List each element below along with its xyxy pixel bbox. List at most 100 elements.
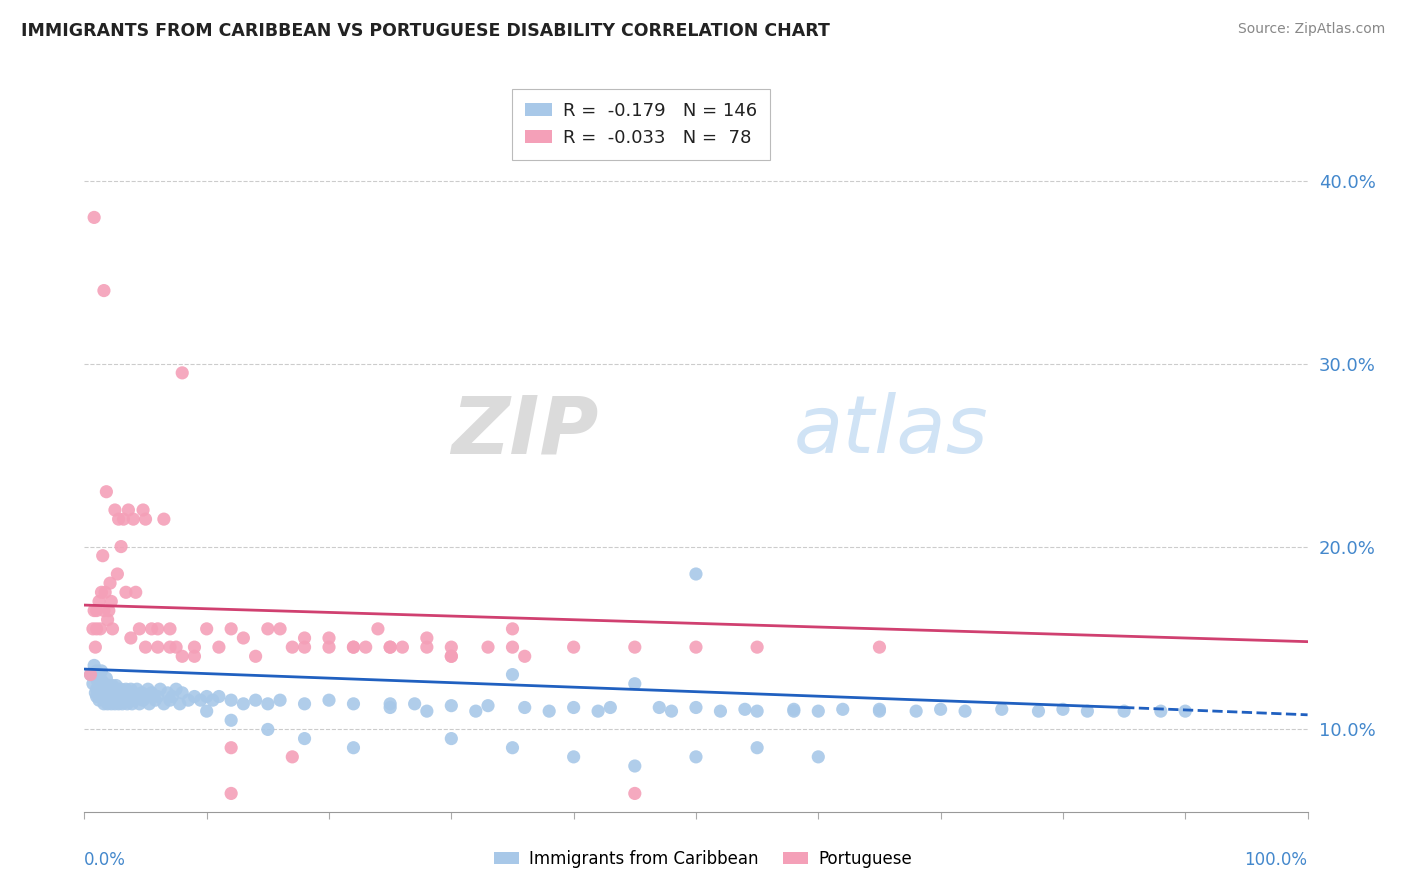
- Point: [502, 622, 524, 636]
- Point: [685, 700, 707, 714]
- Point: [440, 649, 463, 664]
- Point: [257, 723, 280, 737]
- Point: [156, 686, 179, 700]
- Point: [82, 676, 104, 690]
- Point: [83, 211, 105, 225]
- Point: [991, 702, 1014, 716]
- Point: [1114, 704, 1136, 718]
- Point: [502, 740, 524, 755]
- Point: [165, 682, 187, 697]
- Point: [219, 693, 242, 707]
- Point: [929, 702, 952, 716]
- Point: [201, 693, 224, 707]
- Point: [90, 686, 112, 700]
- Point: [1076, 704, 1098, 718]
- Point: [112, 512, 135, 526]
- Point: [153, 697, 176, 711]
- Point: [146, 640, 169, 655]
- Point: [141, 686, 163, 700]
- Point: [513, 649, 536, 664]
- Point: [94, 679, 117, 693]
- Point: [115, 686, 138, 700]
- Point: [1028, 704, 1050, 718]
- Point: [172, 366, 194, 380]
- Legend: R =  -0.179   N = 146, R =  -0.033   N =  78: R = -0.179 N = 146, R = -0.033 N = 78: [512, 89, 769, 160]
- Point: [416, 631, 439, 645]
- Point: [177, 693, 200, 707]
- Point: [416, 704, 439, 718]
- Point: [89, 622, 111, 636]
- Point: [98, 682, 121, 697]
- Point: [141, 622, 163, 636]
- Point: [132, 693, 155, 707]
- Point: [294, 640, 316, 655]
- Point: [110, 682, 132, 697]
- Point: [190, 693, 212, 707]
- Point: [219, 622, 242, 636]
- Point: [86, 682, 108, 697]
- Point: [219, 740, 242, 755]
- Point: [380, 700, 402, 714]
- Point: [162, 690, 184, 704]
- Point: [195, 704, 218, 718]
- Point: [165, 640, 187, 655]
- Point: [624, 759, 647, 773]
- Point: [783, 702, 806, 716]
- Point: [104, 503, 127, 517]
- Point: [562, 640, 585, 655]
- Point: [101, 679, 124, 693]
- Point: [624, 787, 647, 801]
- Point: [869, 640, 891, 655]
- Point: [86, 664, 108, 678]
- Point: [105, 693, 128, 707]
- Point: [97, 693, 120, 707]
- Point: [125, 585, 148, 599]
- Point: [294, 631, 316, 645]
- Point: [97, 686, 120, 700]
- Text: Source: ZipAtlas.com: Source: ZipAtlas.com: [1237, 22, 1385, 37]
- Point: [100, 697, 122, 711]
- Point: [404, 697, 426, 711]
- Point: [153, 512, 176, 526]
- Point: [146, 622, 169, 636]
- Point: [294, 731, 316, 746]
- Point: [342, 640, 364, 655]
- Point: [84, 640, 107, 655]
- Point: [169, 697, 191, 711]
- Point: [93, 686, 115, 700]
- Text: IMMIGRANTS FROM CARIBBEAN VS PORTUGUESE DISABILITY CORRELATION CHART: IMMIGRANTS FROM CARIBBEAN VS PORTUGUESE …: [21, 22, 830, 40]
- Point: [146, 690, 169, 704]
- Point: [96, 682, 118, 697]
- Point: [86, 690, 108, 704]
- Point: [135, 512, 157, 526]
- Point: [93, 284, 115, 298]
- Point: [136, 682, 159, 697]
- Point: [747, 704, 769, 718]
- Point: [96, 671, 118, 685]
- Point: [232, 631, 254, 645]
- Point: [87, 693, 110, 707]
- Point: [477, 698, 499, 713]
- Point: [734, 702, 756, 716]
- Point: [183, 649, 205, 664]
- Point: [257, 622, 280, 636]
- Point: [294, 697, 316, 711]
- Point: [107, 512, 129, 526]
- Point: [685, 640, 707, 655]
- Point: [87, 674, 110, 689]
- Point: [93, 697, 115, 711]
- Point: [86, 671, 108, 685]
- Point: [342, 640, 364, 655]
- Point: [118, 690, 141, 704]
- Point: [172, 649, 194, 664]
- Text: 100.0%: 100.0%: [1244, 851, 1308, 869]
- Point: [281, 749, 304, 764]
- Point: [661, 704, 683, 718]
- Point: [1052, 702, 1074, 716]
- Point: [513, 700, 536, 714]
- Point: [79, 667, 101, 681]
- Point: [159, 693, 181, 707]
- Point: [219, 714, 242, 728]
- Point: [380, 640, 402, 655]
- Point: [502, 640, 524, 655]
